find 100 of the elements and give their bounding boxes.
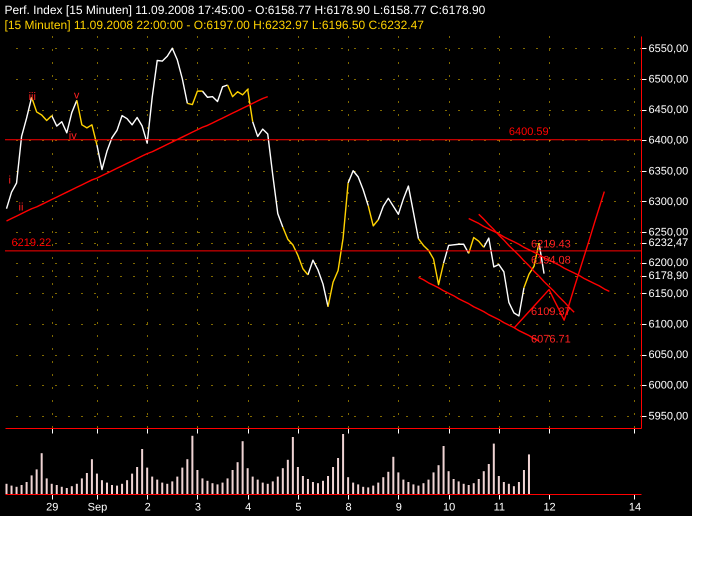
bar — [116, 486, 118, 494]
bar — [428, 480, 430, 494]
chart-subtitle: [15 Minuten] 11.09.2008 22:00:00 - O:6197.00 H:6232.97 L:6196.50 C:6232.47 — [4, 18, 424, 32]
annotation: iii — [28, 90, 36, 103]
bar — [16, 486, 18, 494]
bar — [222, 482, 224, 494]
bar — [161, 482, 164, 494]
bar — [70, 486, 73, 494]
bar — [362, 486, 364, 494]
bar — [121, 484, 124, 494]
bar — [136, 467, 138, 494]
y-tick-label: 6350,00 — [648, 165, 688, 178]
y-tick-label: 6178,90 — [648, 270, 688, 282]
bar — [86, 473, 88, 494]
bar — [131, 474, 134, 494]
bar — [347, 477, 350, 494]
bar — [106, 482, 108, 494]
bar — [236, 462, 239, 494]
bar — [111, 485, 114, 494]
bar — [226, 478, 229, 494]
bar — [181, 468, 184, 494]
bar — [80, 478, 83, 494]
bar — [292, 437, 294, 494]
bar — [151, 476, 154, 494]
bar — [498, 476, 500, 494]
bar — [216, 484, 218, 494]
y-tick-label: 5950,00 — [648, 410, 688, 422]
bar — [286, 460, 289, 494]
bar — [397, 472, 400, 494]
bar — [502, 482, 505, 494]
bar — [166, 484, 168, 494]
category-label: 5 — [295, 502, 302, 514]
bar — [176, 476, 178, 494]
bar — [337, 458, 340, 494]
bar — [482, 471, 485, 494]
y-tick-label: 6400,00 — [648, 134, 688, 147]
bar — [382, 477, 384, 494]
y-tick-label: 6000,00 — [648, 380, 688, 392]
bar — [407, 482, 410, 494]
bar — [367, 487, 370, 494]
bar — [46, 478, 48, 494]
bar — [146, 468, 148, 494]
bar — [206, 480, 208, 494]
ref-line-label: 6400.59 — [508, 126, 549, 138]
bar — [56, 485, 58, 494]
bar — [282, 468, 284, 494]
bar — [316, 483, 319, 494]
bar — [352, 482, 354, 494]
category-label: Sep — [88, 502, 108, 514]
bar — [508, 484, 510, 494]
bar — [422, 483, 424, 494]
bar — [201, 478, 204, 494]
bar — [232, 470, 234, 494]
bar — [156, 480, 158, 494]
bar — [377, 482, 380, 494]
category-label: 29 — [46, 502, 58, 514]
category-label: 8 — [346, 502, 352, 514]
bar — [322, 480, 324, 494]
bar — [452, 479, 455, 494]
bar — [196, 470, 198, 494]
y-tick-label: 6232,47 — [648, 237, 688, 250]
bar — [392, 456, 394, 494]
bar — [211, 483, 214, 494]
bar — [402, 480, 404, 494]
bar — [528, 454, 530, 494]
bar — [96, 474, 98, 494]
bar — [327, 476, 330, 494]
bar — [296, 467, 299, 494]
category-label: 12 — [543, 502, 556, 514]
bar — [246, 468, 249, 494]
bar — [40, 453, 43, 494]
bar — [472, 483, 475, 494]
bar — [448, 471, 450, 494]
bar — [462, 484, 465, 494]
category-label: 10 — [442, 502, 456, 514]
annotation: ii — [18, 202, 24, 214]
bar — [438, 465, 440, 494]
bar — [262, 482, 264, 494]
category-label: 11 — [494, 502, 506, 514]
bar — [387, 472, 390, 494]
y-tick-label: 6200,00 — [648, 257, 688, 270]
bar — [60, 486, 63, 494]
bar — [191, 436, 194, 494]
category-label: 9 — [396, 502, 402, 514]
bar — [342, 434, 344, 494]
bar — [186, 459, 188, 494]
bar — [272, 481, 274, 494]
bar — [312, 482, 314, 494]
bar — [6, 484, 8, 494]
category-label: 2 — [144, 502, 151, 514]
bar — [26, 482, 28, 494]
bar — [50, 484, 53, 494]
y-tick-label: 6550,00 — [648, 42, 688, 55]
bar — [266, 484, 269, 494]
y-tick-label: 6450,00 — [648, 104, 688, 116]
bar — [442, 446, 445, 494]
bar — [242, 441, 244, 494]
ref-line-label: 6219.22 — [12, 236, 52, 249]
bar — [171, 481, 174, 494]
bar — [518, 482, 520, 494]
